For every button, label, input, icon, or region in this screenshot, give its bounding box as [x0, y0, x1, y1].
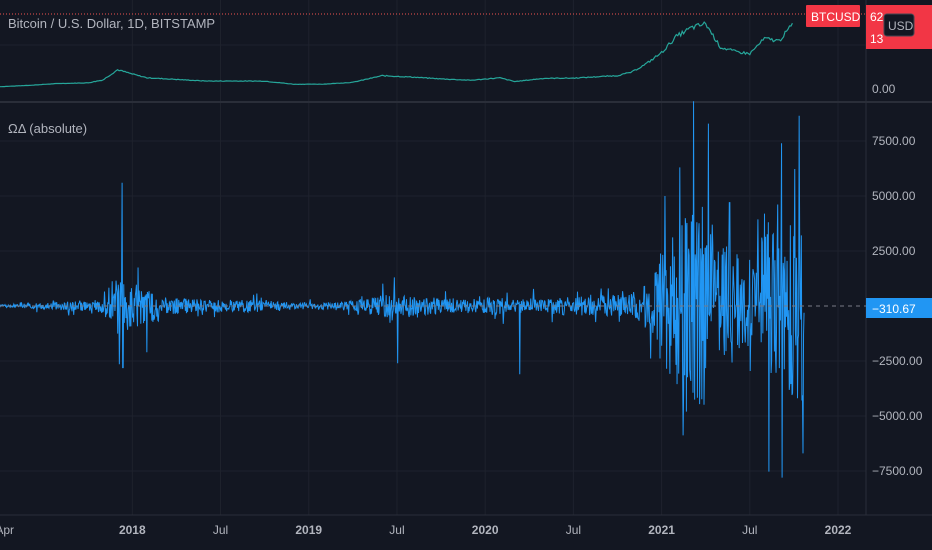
indicator-axis-label: −2500.00 — [872, 354, 923, 368]
svg-text:−310.67: −310.67 — [872, 302, 916, 316]
time-tick-label: Jul — [566, 523, 581, 537]
time-tick-label: 2022 — [825, 523, 852, 537]
currency-button[interactable]: USD — [883, 13, 915, 37]
svg-text:BTCUSD: BTCUSD — [811, 10, 861, 24]
symbol-title[interactable]: Bitcoin / U.S. Dollar, 1D, BITSTAMP — [8, 16, 215, 31]
time-axis[interactable]: Apr 2018 Jul 2019 Jul 2020 Jul 2021 Jul 2022 — [0, 523, 852, 537]
svg-text:13: 13 — [870, 32, 884, 46]
indicator-axis-label: 2500.00 — [872, 244, 916, 258]
price-series-line[interactable] — [0, 21, 793, 88]
indicator-title[interactable]: ΩΔ (absolute) — [8, 121, 87, 136]
last-value-badge: −310.67 — [866, 298, 932, 318]
svg-text:62: 62 — [870, 10, 884, 24]
time-tick-label: Jul — [389, 523, 404, 537]
svg-text:USD: USD — [888, 19, 914, 33]
time-tick-label: 2020 — [472, 523, 499, 537]
time-tick-label: Apr — [0, 523, 14, 537]
indicator-axis-label: −5000.00 — [872, 409, 923, 423]
horizontal-gridlines — [0, 44, 866, 472]
vertical-gridlines — [131, 0, 839, 515]
indicator-series-line[interactable] — [0, 101, 805, 478]
indicator-axis-label: 7500.00 — [872, 134, 916, 148]
indicator-axis-labels: 7500.00 5000.00 2500.00 −2500.00 −5000.00 −75… — [872, 134, 923, 478]
time-tick-label: Jul — [213, 523, 228, 537]
indicator-axis-label: 5000.00 — [872, 189, 916, 203]
time-tick-label: 2021 — [648, 523, 675, 537]
time-tick-label: 2019 — [295, 523, 322, 537]
time-tick-label: Jul — [742, 523, 757, 537]
time-tick-label: 2018 — [119, 523, 146, 537]
indicator-axis-label: −7500.00 — [872, 464, 923, 478]
symbol-badge: BTCUSD — [806, 5, 861, 27]
price-axis-label-zero: 0.00 — [872, 82, 896, 96]
